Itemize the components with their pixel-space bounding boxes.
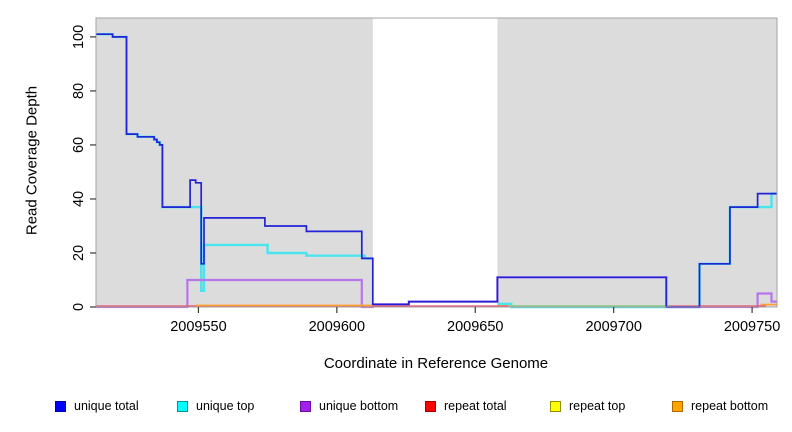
x-tick-label: 2009750 [724, 319, 780, 335]
legend-swatch-repeat-total [425, 400, 436, 412]
legend-label: unique total [74, 399, 139, 413]
legend-item-repeat-bottom: repeat bottom [672, 397, 768, 415]
legend-label: repeat top [569, 399, 626, 413]
coverage-chart: 2009550 2009600 2009650 2009700 2009750 0 20 40… [71, 17, 780, 335]
legend-swatch-unique-bottom [300, 400, 311, 412]
legend: unique total unique top unique bottom repea… [0, 397, 792, 419]
legend-swatch-repeat-top [550, 400, 561, 412]
legend-swatch-repeat-bottom [672, 400, 683, 412]
legend-swatch-unique-total [55, 400, 66, 412]
legend-item-unique-bottom: unique bottom [300, 397, 398, 415]
legend-swatch-unique-top [177, 400, 188, 412]
series-line-unique-total [96, 33, 777, 308]
legend-label: unique top [196, 399, 255, 413]
legend-item-repeat-top: repeat top [550, 397, 625, 415]
x-axis-title: Coordinate in Reference Genome [323, 355, 549, 372]
legend-label: repeat total [444, 399, 507, 413]
legend-item-unique-top: unique top [177, 397, 254, 415]
y-axis-title: Read Coverage Depth [23, 85, 41, 236]
y-tick-label: 80 [71, 83, 87, 99]
x-tick-label: 2009600 [309, 319, 365, 335]
no-data-band [372, 18, 498, 307]
legend-item-repeat-total: repeat total [425, 397, 507, 415]
x-tick-label: 2009700 [585, 319, 641, 335]
y-tick-label: 0 [71, 303, 87, 311]
x-tick-label: 2009650 [447, 319, 503, 335]
y-tick-label: 20 [71, 245, 87, 261]
legend-item-unique-total: unique total [55, 397, 139, 415]
x-tick-label: 2009550 [170, 319, 226, 335]
legend-label: repeat bottom [691, 399, 769, 413]
legend-label: unique bottom [319, 399, 399, 413]
y-tick-label: 100 [71, 25, 87, 49]
plot-panel-border [95, 17, 778, 308]
y-tick-label: 60 [71, 137, 87, 153]
y-tick-label: 40 [71, 191, 87, 207]
